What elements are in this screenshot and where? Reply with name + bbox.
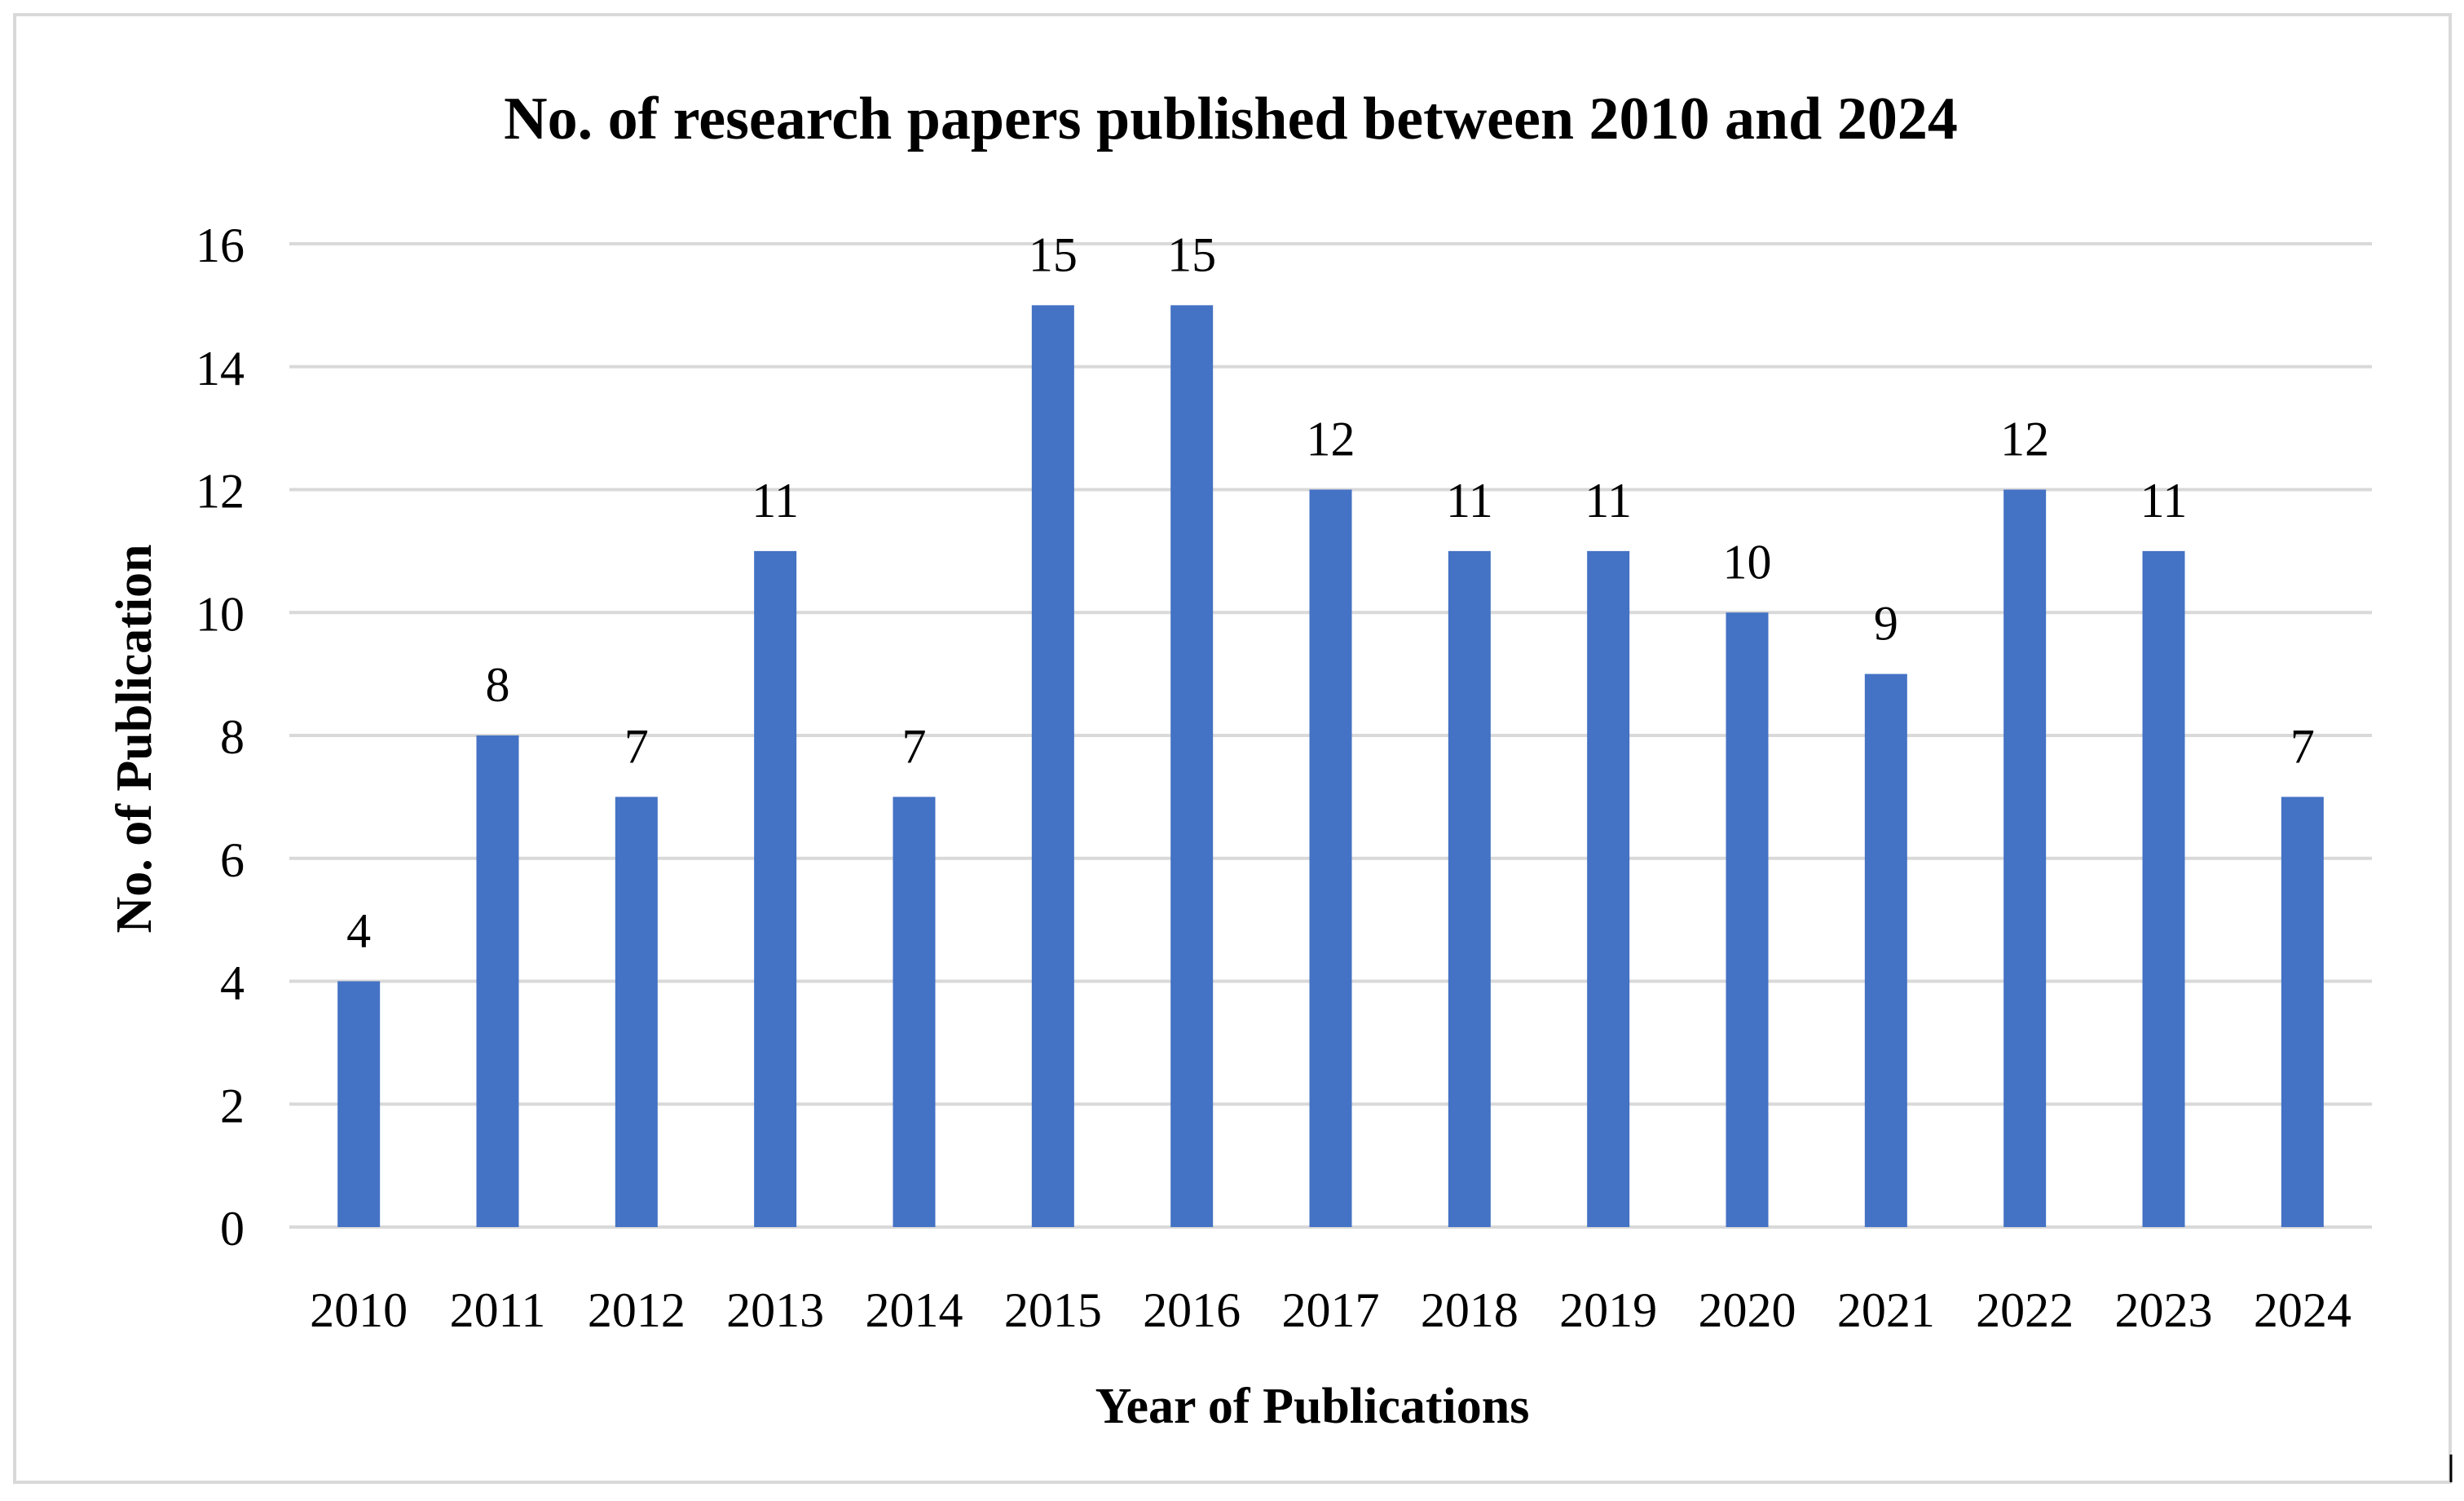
bar-2010 <box>337 981 381 1227</box>
y-tick-label-14: 14 <box>196 342 245 395</box>
x-tick-label-2018: 2018 <box>1421 1283 1519 1337</box>
data-label-2020: 10 <box>1723 535 1772 589</box>
x-tick-label-2013: 2013 <box>726 1283 824 1337</box>
bar-2023 <box>2142 550 2185 1227</box>
x-tick-label-2021: 2021 <box>1837 1283 1935 1337</box>
x-tick-label-2023: 2023 <box>2115 1283 2213 1337</box>
x-tick-label-2011: 2011 <box>450 1283 546 1337</box>
bar-2013 <box>754 550 797 1227</box>
x-tick-label-2020: 2020 <box>1699 1283 1796 1337</box>
chart-title: No. of research papers published between… <box>504 86 1958 152</box>
data-label-2012: 7 <box>624 719 649 773</box>
x-tick-label-2012: 2012 <box>588 1283 685 1337</box>
x-tick-label-2019: 2019 <box>1559 1283 1657 1337</box>
bar-2019 <box>1587 550 1630 1227</box>
x-tick-label-2015: 2015 <box>1004 1283 1102 1337</box>
data-label-2018: 11 <box>1446 474 1493 528</box>
y-tick-label-12: 12 <box>196 465 245 519</box>
x-tick-label-2016: 2016 <box>1143 1283 1241 1337</box>
data-label-2013: 11 <box>752 474 799 528</box>
y-tick-label-8: 8 <box>220 710 245 764</box>
y-axis-title: No. of Publication <box>107 544 162 933</box>
data-labels: 4 8 7 11 7 15 15 12 11 11 10 9 12 11 7 <box>346 227 2315 957</box>
bar-2015 <box>1031 305 1074 1227</box>
data-label-2011: 8 <box>486 658 510 712</box>
bar-2011 <box>476 735 519 1227</box>
data-label-2015: 15 <box>1029 227 1078 281</box>
chart-frame <box>13 13 2452 1484</box>
data-label-2021: 9 <box>1874 597 1898 651</box>
data-label-2022: 12 <box>2000 413 2049 466</box>
y-tick-label-0: 0 <box>220 1202 245 1256</box>
y-tick-label-2: 2 <box>220 1079 245 1132</box>
x-tick-label-2017: 2017 <box>1282 1283 1380 1337</box>
bar-2020 <box>1726 612 1769 1227</box>
data-label-2023: 11 <box>2140 474 2188 528</box>
y-axis-tick-labels: 0 2 4 6 8 10 12 14 16 <box>196 219 245 1256</box>
data-label-2017: 12 <box>1307 413 1355 466</box>
data-label-2024: 7 <box>2290 719 2315 773</box>
bar-2012 <box>615 797 658 1227</box>
x-axis-tick-labels: 2010 2011 2012 2013 2014 2015 2016 2017 2018 2019… <box>310 1283 2352 1337</box>
x-tick-label-2022: 2022 <box>1976 1283 2074 1337</box>
y-tick-label-10: 10 <box>196 587 245 641</box>
y-tick-label-6: 6 <box>220 833 245 887</box>
bar-2024 <box>2281 797 2324 1227</box>
x-axis-title: Year of Publications <box>1095 1379 1530 1434</box>
x-tick-label-2014: 2014 <box>866 1283 963 1337</box>
data-label-2010: 4 <box>346 904 371 958</box>
data-label-2014: 7 <box>902 719 927 773</box>
y-tick-label-4: 4 <box>220 956 245 1010</box>
bar-2022 <box>2003 489 2047 1227</box>
bar-2016 <box>1170 305 1214 1227</box>
data-label-2019: 11 <box>1585 474 1632 528</box>
bar-2018 <box>1448 550 1491 1227</box>
x-tick-label-2010: 2010 <box>310 1283 408 1337</box>
bar-2021 <box>1864 673 1907 1227</box>
bar-2014 <box>893 797 936 1227</box>
bar-2017 <box>1309 489 1352 1227</box>
x-tick-label-2024: 2024 <box>2254 1283 2352 1337</box>
bars <box>337 305 2324 1227</box>
data-label-2016: 15 <box>1167 227 1216 281</box>
y-tick-label-16: 16 <box>196 219 245 272</box>
